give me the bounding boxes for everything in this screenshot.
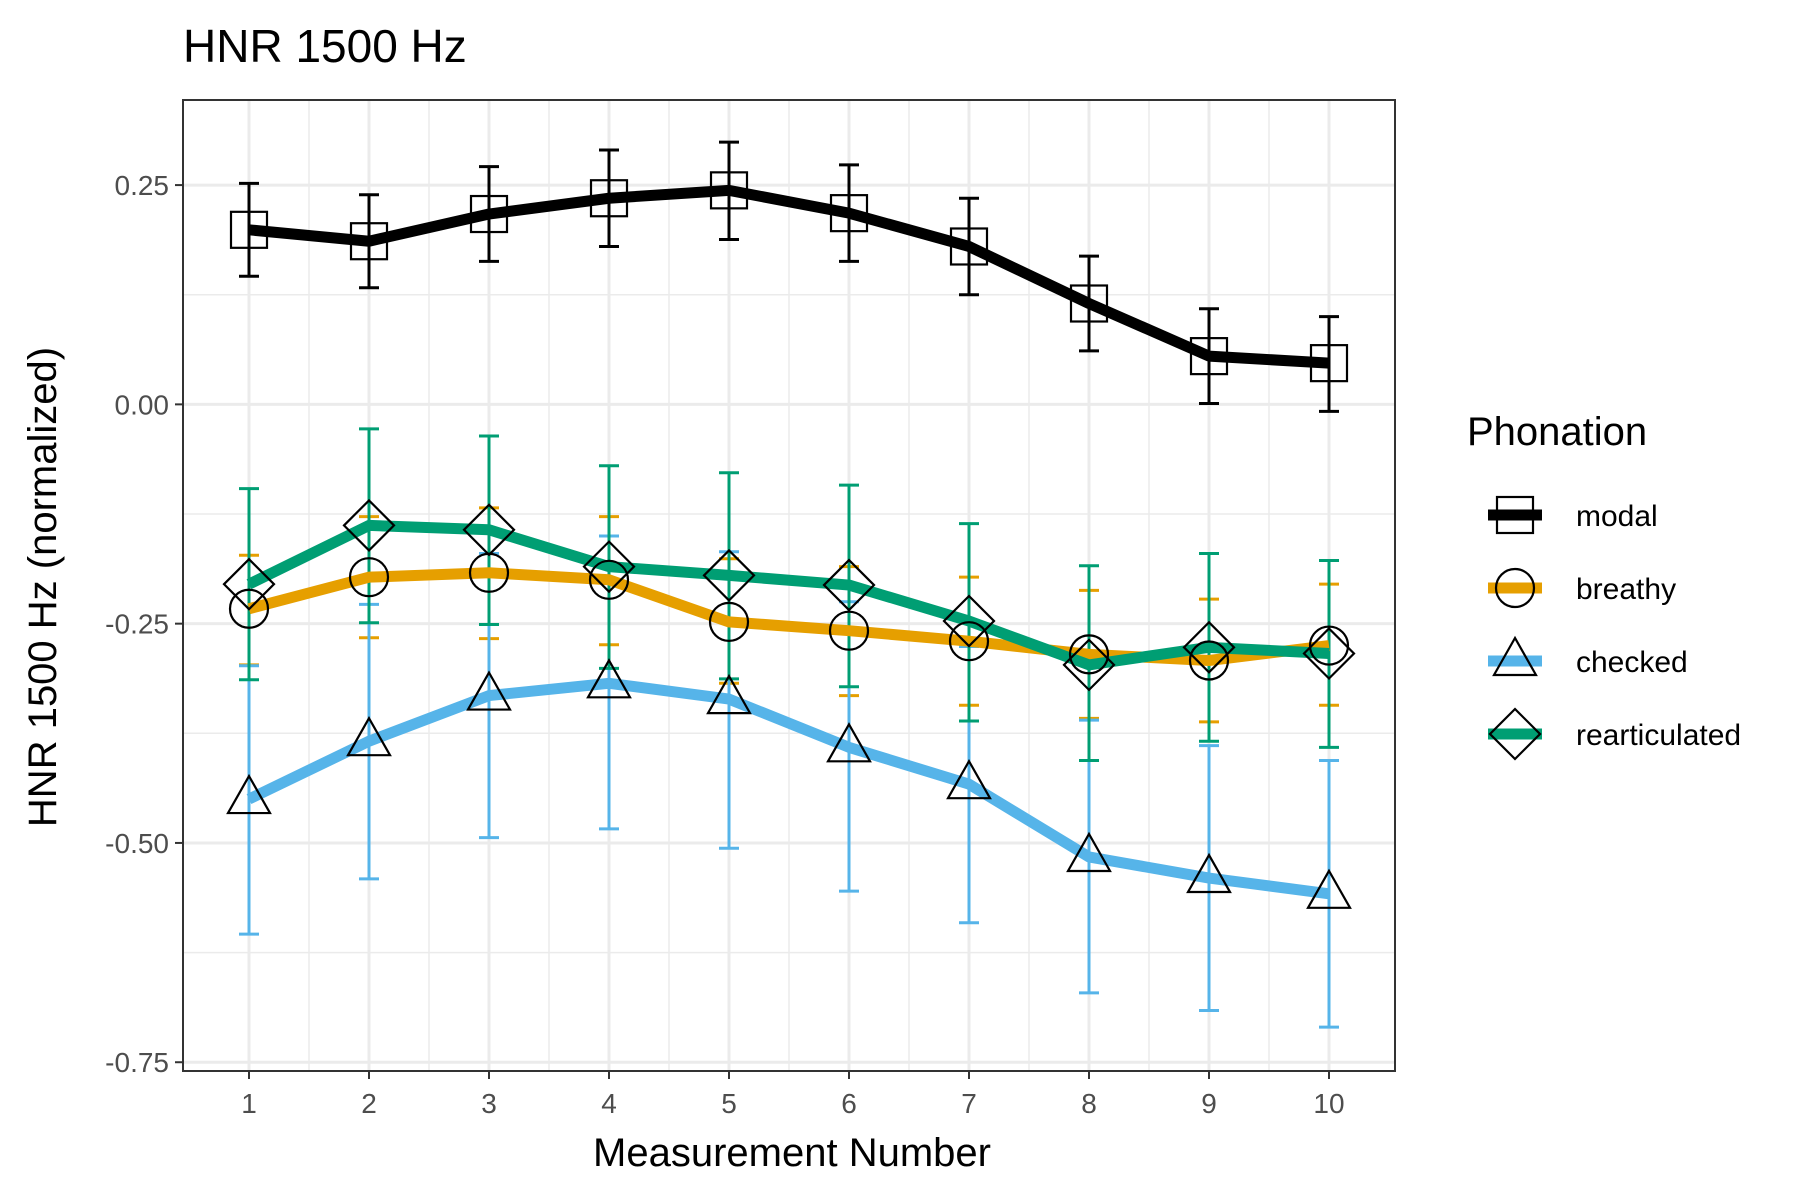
series-line-checked <box>246 677 1330 900</box>
data-point-checked <box>946 758 992 800</box>
legend-label: checked <box>1576 646 1688 679</box>
x-tick-label: 9 <box>1201 1088 1217 1119</box>
legend-key-marker <box>1492 635 1538 677</box>
data-point-rearticulated <box>702 548 756 602</box>
legend-key-marker <box>1494 567 1536 609</box>
data-point-breathy <box>708 601 750 643</box>
data-point-checked <box>226 773 272 815</box>
legend-item-rearticulated: rearticulated <box>1488 707 1741 761</box>
legend-item-checked: checked <box>1488 635 1688 679</box>
data-point-rearticulated <box>1062 638 1116 692</box>
data-point-modal <box>1069 284 1109 323</box>
x-tick-label: 6 <box>841 1088 857 1119</box>
legend-key-marker <box>1488 707 1542 761</box>
data-point-modal <box>1309 344 1349 383</box>
data-point-breathy <box>948 621 990 662</box>
legend-label: breathy <box>1576 573 1676 606</box>
x-tick-label: 7 <box>961 1088 977 1119</box>
x-axis-title: Measurement Number <box>593 1131 991 1175</box>
x-tick-label: 3 <box>481 1088 497 1119</box>
legend-key-marker <box>1495 495 1535 535</box>
data-point-modal <box>469 194 509 234</box>
data-point-rearticulated <box>1182 620 1236 674</box>
y-tick-label: 0.25 <box>115 170 170 201</box>
x-tick-label: 8 <box>1081 1088 1097 1119</box>
markers-breathy <box>228 552 1350 681</box>
y-tick-label: -0.50 <box>105 828 169 859</box>
y-axis-title: HNR 1500 Hz (normalized) <box>21 347 65 827</box>
x-tick-label: 2 <box>361 1088 377 1119</box>
series-line-rearticulated <box>246 519 1330 671</box>
data-point-modal <box>709 171 749 210</box>
markers-checked <box>226 658 1352 909</box>
markers-rearticulated <box>222 498 1356 692</box>
series-lines <box>246 184 1330 900</box>
data-point-checked <box>706 673 752 715</box>
data-point-modal <box>229 210 269 249</box>
x-tick-label: 10 <box>1313 1088 1344 1119</box>
data-point-rearticulated <box>1302 626 1356 681</box>
markers-modal <box>229 171 1349 383</box>
data-point-modal <box>829 194 869 233</box>
data-point-checked <box>346 715 392 757</box>
data-point-rearticulated <box>942 594 996 648</box>
plot-border <box>182 99 1396 1072</box>
data-point-modal <box>349 222 389 261</box>
data-point-checked <box>1306 868 1352 909</box>
series-line-modal <box>248 184 1330 369</box>
data-point-checked <box>586 658 632 699</box>
y-tick-label: -0.25 <box>105 609 169 640</box>
data-point-rearticulated <box>222 557 276 611</box>
chart-title: HNR 1500 Hz <box>183 20 467 72</box>
data-point-rearticulated <box>462 503 516 557</box>
legend-label: rearticulated <box>1576 719 1741 752</box>
data-point-modal <box>1189 337 1229 376</box>
data-point-breathy <box>828 610 870 651</box>
y-tick-label: -0.75 <box>105 1047 169 1078</box>
data-point-modal <box>949 227 989 266</box>
data-point-breathy <box>588 559 630 600</box>
data-point-rearticulated <box>582 540 636 594</box>
y-tick-label: 0.00 <box>115 389 170 420</box>
series-markers <box>222 171 1356 909</box>
data-point-breathy <box>228 588 270 629</box>
data-point-breathy <box>1308 625 1350 666</box>
data-point-rearticulated <box>822 558 876 612</box>
x-tick-label: 1 <box>241 1088 257 1119</box>
data-point-breathy <box>1068 634 1110 675</box>
legend-label: modal <box>1576 500 1658 533</box>
legend-title: Phonation <box>1467 410 1647 454</box>
data-point-checked <box>466 670 512 711</box>
data-point-checked <box>826 722 872 763</box>
x-tick-label: 5 <box>721 1088 737 1119</box>
data-point-modal <box>589 179 629 218</box>
x-tick-label: 4 <box>601 1088 617 1119</box>
data-point-breathy <box>1188 640 1230 681</box>
data-point-checked <box>1186 852 1232 894</box>
legend-item-breathy: breathy <box>1488 567 1676 609</box>
data-point-breathy <box>348 557 390 598</box>
legend: Phonation modal breathy checked rearticulat… <box>1467 410 1741 761</box>
legend-item-modal: modal <box>1488 495 1658 535</box>
data-point-checked <box>1066 831 1112 873</box>
data-point-rearticulated <box>342 498 396 552</box>
axes: 1 2 3 4 5 6 7 8 9 10 0.25 0.00 -0.25 -0.50 -0.75 <box>105 170 1344 1119</box>
